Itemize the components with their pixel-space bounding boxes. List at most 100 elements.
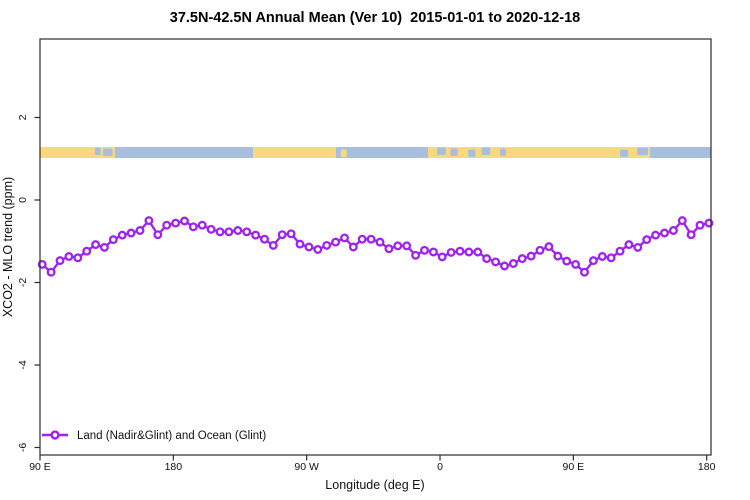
- data-point: [624, 240, 634, 250]
- legend: Land (Nadir&Glint) and Ocean (Glint): [42, 430, 266, 442]
- x-tick-label: 0: [437, 461, 443, 473]
- data-point: [544, 242, 554, 252]
- data-point: [633, 242, 643, 252]
- data-point: [331, 237, 341, 247]
- data-point: [233, 226, 243, 235]
- data-point: [357, 234, 367, 244]
- data-point: [482, 254, 492, 264]
- data-point: [322, 240, 332, 250]
- data-point: [420, 245, 429, 255]
- data-point: [99, 242, 109, 252]
- band-speck-ocean: [94, 147, 101, 155]
- data-point: [348, 242, 358, 252]
- data-point: [313, 245, 323, 254]
- data-point: [117, 230, 127, 240]
- band-speck-ocean: [450, 148, 458, 156]
- data-point: [304, 242, 314, 252]
- data-point: [55, 256, 65, 266]
- data-point: [428, 247, 438, 257]
- data-point: [197, 220, 207, 230]
- data-point: [268, 240, 278, 250]
- data-point: [571, 259, 581, 269]
- data-point: [562, 256, 572, 266]
- band-segment-land: [253, 147, 337, 158]
- band-segment-ocean: [114, 147, 254, 158]
- band-segment-land: [428, 147, 650, 158]
- data-point: [144, 216, 154, 226]
- data-point: [553, 251, 563, 261]
- band-speck-ocean: [620, 149, 629, 157]
- data-point: [384, 244, 394, 254]
- data-point: [526, 251, 536, 261]
- generated-plot-content: 20-2-4-690 E 180 90 W 0 90 E 180: [17, 114, 716, 473]
- y-tick-label: 0: [17, 197, 29, 203]
- data-point: [224, 227, 234, 237]
- data-point: [677, 216, 687, 226]
- data-point: [295, 239, 305, 249]
- data-point: [206, 224, 216, 234]
- data-point: [73, 253, 83, 263]
- data-point: [606, 253, 616, 263]
- data-point: [437, 252, 447, 262]
- data-point: [455, 246, 465, 256]
- data-point: [446, 247, 456, 257]
- band-speck-land: [340, 149, 347, 157]
- data-point: [473, 247, 483, 257]
- data-point: [588, 256, 598, 266]
- data-point: [215, 227, 225, 237]
- band-segment-ocean: [649, 147, 712, 158]
- band-speck-ocean: [102, 148, 113, 156]
- data-point: [91, 240, 101, 250]
- y-tick-label: 2: [17, 114, 29, 120]
- plot-frame: [39, 38, 712, 456]
- data-point: [180, 216, 189, 226]
- data-point: [491, 257, 501, 267]
- data-point: [500, 261, 509, 271]
- band-segment-ocean: [336, 147, 429, 158]
- data-point: [660, 228, 669, 238]
- data-point: [171, 218, 181, 228]
- data-point: [695, 220, 705, 230]
- x-tick-label: 180: [165, 461, 183, 473]
- data-point: [464, 247, 474, 257]
- data-point: [108, 235, 118, 245]
- data-point: [251, 230, 261, 240]
- data-point: [686, 230, 696, 240]
- data-point: [411, 250, 421, 260]
- data-point: [340, 233, 349, 243]
- data-point: [162, 220, 172, 230]
- data-point: [260, 234, 269, 244]
- y-tick-label: -6: [17, 443, 29, 452]
- legend-marker-icon: [50, 430, 60, 440]
- band-speck-ocean: [468, 149, 476, 157]
- data-point: [508, 259, 518, 268]
- x-axis-title: Longitude (deg E): [325, 478, 424, 492]
- legend-label: Land (Nadir&Glint) and Ocean (Glint): [77, 430, 266, 442]
- data-point: [402, 241, 412, 251]
- data-point: [535, 245, 545, 255]
- band-speck-ocean: [500, 148, 506, 156]
- data-point: [277, 230, 287, 240]
- data-point: [242, 227, 252, 237]
- data-point: [375, 237, 385, 247]
- y-tick-label: -4: [17, 360, 29, 369]
- x-tick-label: 90 W: [294, 461, 319, 473]
- data-series-line: [41, 219, 710, 274]
- data-point: [126, 228, 136, 238]
- y-axis-title: XCO2 - MLO trend (ppm): [1, 177, 15, 317]
- data-point: [651, 230, 661, 240]
- data-point: [615, 246, 625, 256]
- data-point: [64, 252, 74, 261]
- band-speck-ocean: [481, 147, 491, 155]
- x-tick-label: 90 E: [563, 461, 585, 473]
- data-point: [517, 254, 527, 264]
- data-point: [668, 226, 678, 235]
- band-speck-ocean: [637, 147, 649, 155]
- x-tick-label: 90 E: [29, 461, 51, 473]
- data-point: [82, 246, 92, 256]
- data-point: [393, 241, 403, 251]
- data-point: [642, 235, 652, 245]
- x-tick-label: 180: [698, 461, 716, 473]
